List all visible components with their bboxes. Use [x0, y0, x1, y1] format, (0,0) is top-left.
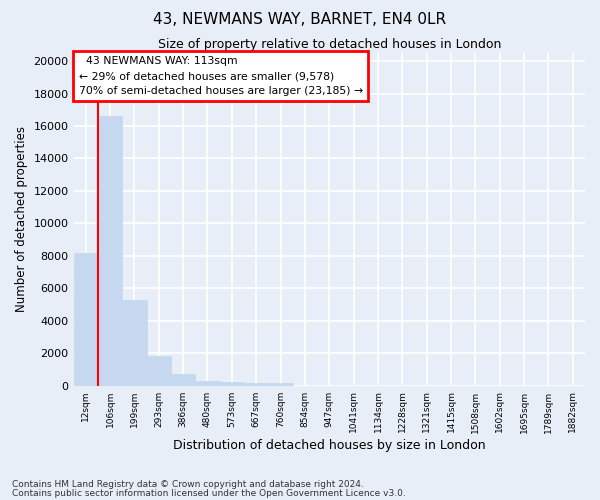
X-axis label: Distribution of detached houses by size in London: Distribution of detached houses by size … — [173, 440, 485, 452]
Bar — [244, 382, 268, 386]
Text: Contains HM Land Registry data © Crown copyright and database right 2024.: Contains HM Land Registry data © Crown c… — [12, 480, 364, 489]
Text: Contains public sector information licensed under the Open Government Licence v3: Contains public sector information licen… — [12, 489, 406, 498]
Bar — [146, 356, 171, 386]
Y-axis label: Number of detached properties: Number of detached properties — [15, 126, 28, 312]
Bar — [98, 116, 122, 386]
Bar — [74, 252, 98, 386]
Text: 43, NEWMANS WAY, BARNET, EN4 0LR: 43, NEWMANS WAY, BARNET, EN4 0LR — [154, 12, 446, 28]
Bar — [196, 380, 220, 386]
Bar — [268, 383, 293, 386]
Title: Size of property relative to detached houses in London: Size of property relative to detached ho… — [158, 38, 501, 51]
Bar — [122, 300, 146, 386]
Bar — [171, 374, 196, 386]
Bar — [220, 382, 244, 386]
Text: 43 NEWMANS WAY: 113sqm  
← 29% of detached houses are smaller (9,578)
70% of sem: 43 NEWMANS WAY: 113sqm ← 29% of detached… — [79, 56, 363, 96]
